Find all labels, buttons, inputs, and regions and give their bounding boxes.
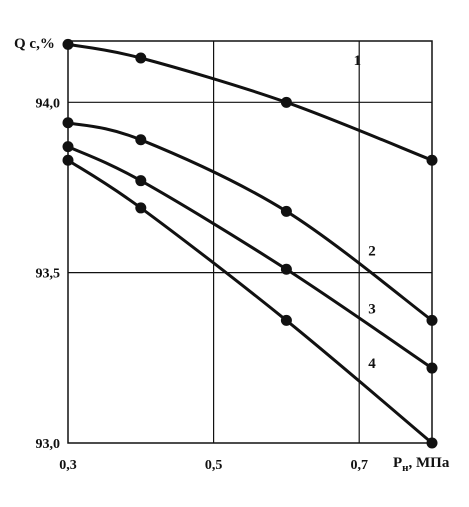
data-point [426, 437, 438, 449]
data-point [135, 175, 147, 187]
x-tick-label: 0,5 [205, 458, 223, 473]
x-tick-label: 0,3 [59, 458, 77, 473]
y-axis-title: Q с,% [14, 36, 55, 52]
point-layer [62, 38, 438, 449]
data-point [135, 52, 147, 64]
data-point [62, 154, 74, 166]
data-point [62, 141, 74, 153]
plot-frame [67, 40, 433, 444]
data-point [135, 202, 147, 214]
y-tick-label: 93,0 [36, 437, 61, 452]
x-tick-label: 0,7 [350, 458, 368, 473]
x-axis-subscript: н [402, 462, 409, 474]
x-axis-unit: , МПа [409, 455, 450, 471]
series-label-1: 1 [354, 53, 362, 69]
data-point [62, 38, 74, 50]
x-axis-symbol: Р [393, 455, 402, 471]
label-layer: 1 2 3 4 [354, 53, 377, 372]
series-line-4 [67, 158, 433, 445]
series-line-3 [67, 145, 433, 370]
data-point [135, 134, 147, 146]
y-tick-label: 94,0 [36, 96, 61, 111]
x-axis-title: Рн, МПа [393, 455, 450, 474]
grid-layer: 0,3 0,5 0,7 93,0 93,5 94,0 [36, 41, 432, 473]
data-point [426, 154, 438, 166]
data-point [62, 117, 74, 129]
series-label-4: 4 [368, 356, 376, 372]
data-point [280, 263, 292, 275]
curve-layer [67, 42, 433, 445]
series-line-1 [67, 42, 433, 162]
series-label-3: 3 [368, 302, 376, 318]
series-label-2: 2 [368, 244, 376, 260]
y-tick-label: 93,5 [36, 267, 61, 282]
data-point [426, 362, 438, 374]
data-point [280, 205, 292, 217]
data-point [280, 314, 292, 326]
series-line-2 [67, 121, 433, 322]
data-point [280, 96, 292, 108]
data-point [426, 314, 438, 326]
